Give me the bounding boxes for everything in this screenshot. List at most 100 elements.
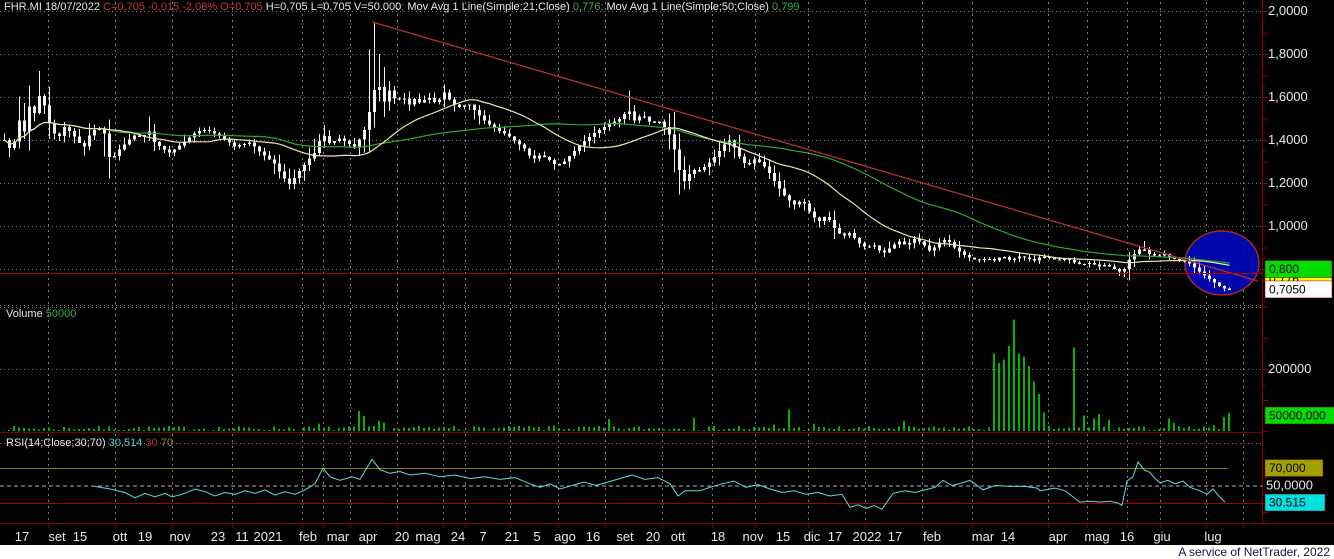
candle-body [858,237,861,244]
price-axis-label: 2,0000 [1268,3,1308,18]
candle-body [893,244,896,249]
volume-bar [268,429,270,431]
candle-body [1188,261,1191,264]
volume-bar [988,427,990,431]
volume-bar [58,429,60,431]
candle-body [773,173,776,181]
volume-bar [1133,428,1135,431]
candle-body [578,145,581,151]
x-axis-label: dic [804,529,821,544]
candle-body [278,163,281,172]
volume-bar [673,428,675,431]
candle-body [448,92,451,100]
candle-body [628,111,631,115]
candle-body [963,251,966,256]
x-axis-label: mag [415,529,440,544]
candle-body [178,145,181,150]
volume-bar [353,426,355,431]
volume-bar [643,429,645,431]
candle-body [563,161,566,165]
price-axis-label: 1,0000 [1268,218,1308,233]
candle-body [98,128,101,131]
volume-bar [263,429,265,431]
volume-bar [203,428,205,431]
volume-bar [313,428,315,431]
volume-bar [68,428,70,431]
volume-bar [838,426,840,431]
volume-bar [518,426,520,431]
volume-bar [338,428,340,431]
volume-bar [358,411,360,431]
volume-bar [483,427,485,431]
volume-bar [678,428,680,431]
x-axis-label: 21 [505,529,519,544]
candle-body [863,243,866,247]
candle-body [468,104,471,106]
volume-bar [793,428,795,431]
candle-body [43,95,46,106]
volume-bar [1158,429,1160,431]
candle-body [643,116,646,118]
x-axis-label: apr [359,529,378,544]
candle-body [1153,254,1156,256]
candle-body [93,129,96,136]
candle-body [753,159,756,164]
volume-bar [1218,428,1220,431]
candle-body [553,160,556,165]
candle-body [138,135,141,138]
volume-bar [148,426,150,431]
volume-bar [158,427,160,431]
candle-body [1093,262,1096,265]
volume-bar [378,421,380,431]
volume-bar [928,427,930,431]
volume-bar [223,428,225,431]
candle-body [793,200,796,205]
candle-body [598,129,601,134]
volume-bar [513,426,515,431]
candle-body [958,247,961,252]
volume-bar [1058,428,1060,431]
volume-bar [1118,427,1120,431]
volume-bar [628,427,630,431]
volume-bar [1073,347,1075,431]
volume-bar [883,428,885,431]
volume-bar [238,426,240,431]
rsi-last-value-box [1264,493,1326,512]
volume-bar [43,428,45,431]
volume-bar [683,429,685,431]
candle-body [168,149,171,153]
volume-bar [863,428,865,431]
candle-body [378,86,381,90]
volume-bar [478,426,480,431]
candle-body [28,106,31,132]
volume-bar [218,427,220,431]
candle-body [1013,258,1016,260]
volume-bar [543,429,545,431]
candle-body [103,128,106,134]
rsi-mid-label: 50,0000 [1266,478,1313,493]
candle-body [703,166,706,171]
candle-body [223,136,226,139]
candle-body [638,116,641,121]
x-axis-label: 5 [533,529,540,544]
x-axis-label: 11 [235,529,249,544]
volume-bar [333,429,335,431]
volume-bar [248,427,250,431]
volume-bar [1203,426,1205,431]
candle-body [873,245,876,247]
candle-body [978,259,981,261]
candle-body [718,151,721,158]
candle-body [1113,266,1116,269]
candle-body [83,142,86,147]
candle-body [788,195,791,201]
candle-body [128,139,131,145]
candle-body [118,149,121,157]
candle-body [413,99,416,105]
highlight-ellipse[interactable] [1184,230,1260,296]
volume-bar [383,422,385,431]
volume-bar [1198,428,1200,431]
footer-credit: A service of NetTrader, 2022 [0,545,1334,559]
volume-bar [328,426,330,431]
